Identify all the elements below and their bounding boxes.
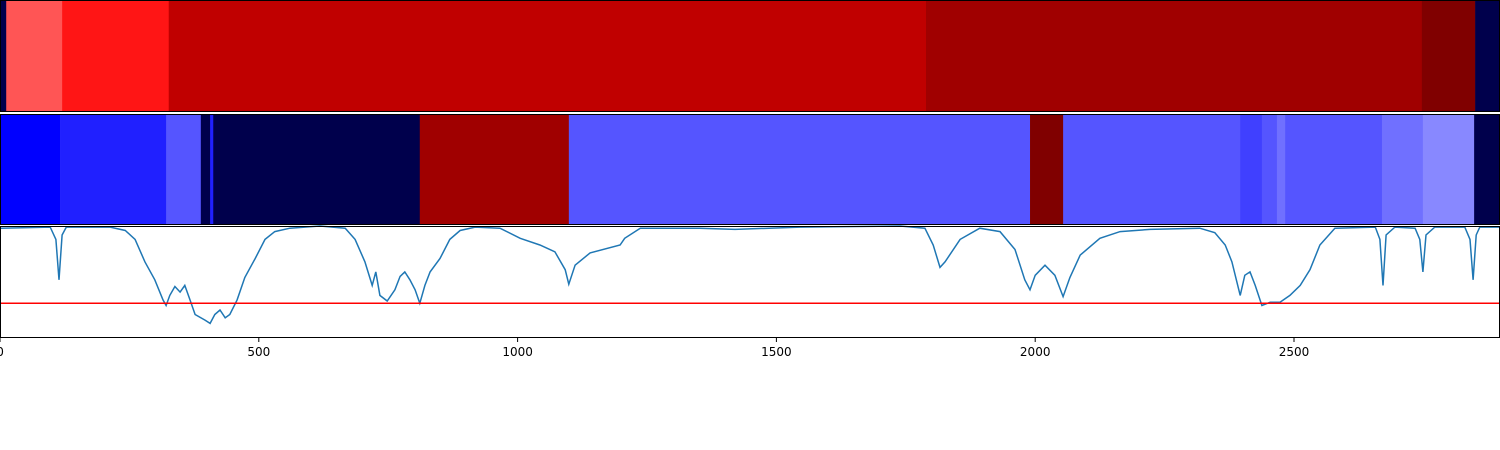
x-tick-label: 2000 [1020, 345, 1051, 359]
heat-cell [1422, 114, 1475, 225]
x-tick-label: 500 [247, 345, 270, 359]
heat-cell [166, 114, 202, 225]
heat-cell [568, 114, 1031, 225]
heat-cell [1474, 114, 1500, 225]
heat-cell [1475, 0, 1500, 112]
heat-cell [200, 114, 211, 225]
heat-cell [1063, 114, 1241, 225]
heat-cell [62, 0, 170, 112]
heat-cell [1240, 114, 1263, 225]
heat-cell [1421, 0, 1476, 112]
heat-cell [1030, 114, 1064, 225]
heat-cell [210, 114, 214, 225]
heat-cell [60, 114, 167, 225]
heat-cell [0, 114, 61, 225]
panel-frame [0, 226, 1500, 338]
x-tick-label: 1000 [502, 345, 533, 359]
heat-cell [1285, 114, 1383, 225]
heat-cell [168, 0, 927, 112]
x-tick-label: 2500 [1279, 345, 1310, 359]
heat-cell [419, 114, 570, 225]
heat-cell [213, 114, 421, 225]
heat-cell [925, 0, 1423, 112]
x-tick-label: 0 [0, 345, 4, 359]
heat-cell [0, 0, 7, 112]
heat-cell [1276, 114, 1286, 225]
data-line [0, 225, 1500, 325]
heat-cell [1381, 114, 1424, 225]
x-tick-label: 1500 [761, 345, 792, 359]
heat-cell [1261, 114, 1278, 225]
heat-cell [6, 0, 63, 112]
